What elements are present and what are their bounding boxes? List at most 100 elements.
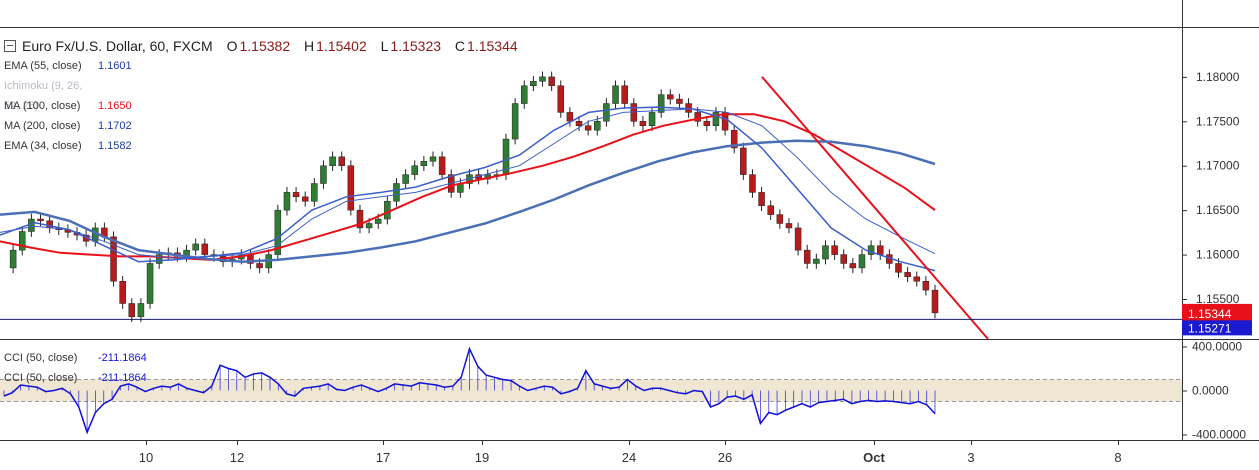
candle-body: [831, 245, 838, 255]
indicator-value: 1.1650: [98, 100, 132, 112]
price-tick-label: 1.16500: [1196, 203, 1240, 217]
candle-body: [639, 121, 647, 126]
top-border: [0, 27, 1259, 28]
indicator-value: 1.1601: [98, 60, 132, 72]
last-price-label: 1.15344: [1188, 307, 1232, 321]
candle-body: [192, 243, 199, 251]
indicator-name: MA (100, close): [4, 100, 81, 112]
price-tick-mark: [1182, 165, 1187, 167]
time-tick-label: 24: [622, 450, 636, 465]
candle-body: [767, 205, 774, 215]
candle-body: [420, 161, 428, 166]
candle-body: [876, 245, 884, 255]
candle-body: [338, 156, 345, 166]
candle-body: [146, 263, 154, 304]
time-tick-label: 3: [967, 450, 974, 465]
time-tick-mark: [629, 440, 630, 445]
time-tick-mark: [146, 440, 147, 445]
low-value: 1.15323: [390, 38, 442, 54]
candle-body: [311, 183, 318, 202]
cci-legend-row[interactable]: CCI (50, close) -211.1864: [4, 348, 147, 368]
cci-legend-row[interactable]: CCI (50, close) -211.1864: [4, 368, 147, 388]
candle-body: [667, 94, 674, 100]
candle-body: [703, 121, 711, 126]
candle-body: [356, 209, 364, 229]
price-tick-mark: [1182, 210, 1187, 212]
candle-body: [858, 254, 866, 269]
time-tick-mark: [971, 440, 972, 445]
indicator-ichimoku[interactable]: Ichimoku (9, 26, 52, 26): [4, 76, 528, 112]
candle-body: [694, 112, 701, 122]
price-tick-mark: [1182, 254, 1187, 256]
candle-body: [612, 85, 619, 104]
ema34-line: [0, 106, 936, 272]
candle-body: [320, 165, 327, 184]
candle-body: [365, 223, 373, 229]
price-tick-label: 1.17000: [1196, 159, 1240, 173]
candle-body: [530, 81, 537, 87]
candle-body: [676, 98, 683, 104]
candle-body: [913, 276, 920, 282]
indicator-value: 1.1702: [98, 120, 132, 132]
ma200-line: [0, 139, 936, 263]
collapse-icon[interactable]: [4, 40, 16, 52]
candle-body: [19, 231, 26, 251]
time-tick-label: 8: [1114, 450, 1121, 465]
candle-body: [904, 272, 911, 278]
indicator-ema34[interactable]: EMA (34, close) 1.1582: [4, 136, 528, 156]
candle-body: [9, 249, 17, 269]
time-tick-label: 12: [230, 450, 244, 465]
symbol-header: Euro Fx/U.S. Dollar, 60, FXCM O 1.15382 H…: [4, 36, 528, 56]
price-tick-label: 1.18000: [1196, 70, 1240, 84]
indicator-ma100[interactable]: MA (100, close) 1.1650: [4, 96, 528, 116]
candle-body: [329, 156, 336, 166]
cci-tick-mark: [1182, 390, 1187, 392]
cci-line: [3, 346, 936, 435]
candle-body: [813, 258, 820, 264]
indicator-ma200[interactable]: MA (200, close) 1.1702: [4, 116, 528, 136]
candle-body: [740, 147, 747, 175]
candle-body: [511, 103, 519, 140]
high-value: 1.15402: [316, 38, 367, 54]
support-price-label-bg: [1182, 320, 1252, 336]
time-tick-label: 19: [475, 450, 489, 465]
time-tick-label: Oct: [863, 450, 885, 465]
candle-body: [548, 76, 555, 87]
price-tick-mark: [1182, 76, 1187, 78]
high-label: H: [304, 38, 315, 54]
candle-body: [137, 303, 145, 318]
cci-value: -211.1864: [98, 372, 147, 384]
trendline: [761, 76, 989, 340]
indicator-ema55[interactable]: EMA (55, close) 1.1601: [4, 56, 528, 76]
last-price-label-bg: [1182, 303, 1252, 322]
candle-body: [347, 165, 355, 211]
candle-body: [539, 76, 546, 82]
symbol-title: Euro Fx/U.S. Dollar, 60, FXCM: [22, 38, 213, 54]
support-price-label: 1.15271: [1188, 321, 1232, 335]
candle-body: [712, 112, 720, 126]
candle-body: [794, 227, 802, 251]
candle-body: [776, 214, 784, 224]
price-tick-mark: [1182, 299, 1187, 301]
close-label: C: [454, 38, 466, 54]
time-tick-mark: [725, 440, 726, 445]
cci-name: CCI (50, close): [4, 372, 78, 384]
candle-body: [292, 192, 300, 198]
low-label: L: [380, 38, 389, 54]
open-label: O: [226, 38, 238, 54]
indicator-name: EMA (55, close): [4, 60, 82, 72]
candle-body: [256, 263, 263, 269]
cci-band: [0, 379, 1182, 402]
time-tick-mark: [482, 440, 483, 445]
cci-legend: CCI (50, close) -211.1864 CCI (50, close)…: [4, 348, 147, 388]
candle-body: [393, 183, 400, 202]
candle-body: [402, 174, 409, 184]
candle-body: [37, 218, 44, 222]
candle-body: [128, 303, 136, 318]
candle-body: [822, 245, 829, 260]
candle-body: [584, 125, 592, 131]
candle-body: [849, 263, 857, 269]
pane-divider: [0, 339, 1259, 340]
time-tick-label: 17: [376, 450, 390, 465]
